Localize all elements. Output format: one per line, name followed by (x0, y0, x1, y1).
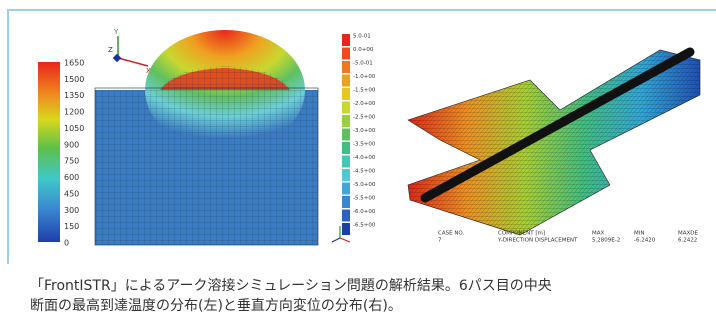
legend-label: -6.0+00 (353, 209, 376, 215)
legend-swatch (342, 115, 350, 127)
info-heading: MAX (592, 231, 605, 237)
legend-label: -6.5+00 (353, 223, 376, 229)
displacement-plate (408, 50, 700, 235)
axis-triad (113, 36, 148, 66)
colorbar-label: 900 (64, 140, 79, 149)
legend-swatch (342, 88, 350, 100)
legend-label: -2.0+00 (353, 101, 376, 107)
info-heading: MAXDE (678, 231, 699, 237)
colorbar-label: 450 (64, 189, 79, 198)
figure: Y Z X 1650150013501200105090075060045030… (0, 0, 716, 331)
legend-label: -5.5+00 (353, 196, 376, 202)
legend-label: -2.5+00 (353, 115, 376, 121)
caption-line: 「FrontISTR」によるアーク溶接シミュレーション問題の解析結果。6パス目の… (30, 275, 552, 295)
legend-swatch (342, 169, 350, 181)
info-value: 5.2809E-2 (592, 238, 620, 244)
colorbar-label: 150 (64, 222, 79, 231)
caption-line: 断面の最高到達温度の分布(左)と垂直方向変位の分布(右)。 (30, 295, 402, 315)
colorbar-label: 1050 (64, 124, 84, 133)
info-value: -6.2420 (634, 238, 656, 244)
axis-label: Y (113, 28, 119, 36)
legend-swatch (342, 34, 350, 46)
colorbar-label: 600 (64, 173, 79, 182)
legend-swatch (342, 223, 350, 235)
info-value: Y-DIRECTION DISPLACEMENT (497, 238, 578, 244)
legend-label: -5.0+00 (353, 182, 376, 188)
colorbar (38, 62, 60, 242)
info-heading: COMPONENT [m] (498, 231, 545, 237)
legend-label: -3.5+00 (353, 142, 376, 148)
legend-label: -4.5+00 (353, 169, 376, 175)
colorbar-label: 1350 (64, 91, 84, 100)
legend-swatch (342, 210, 350, 222)
legend-swatch (342, 61, 350, 73)
legend-label: -5.0-01 (353, 61, 373, 67)
legend-swatch (342, 102, 350, 114)
info-value: 7 (438, 238, 442, 244)
legend-label: -1.0+00 (353, 74, 376, 80)
colorbar-label: 1500 (64, 75, 84, 84)
legend-label: 0.0+00 (353, 47, 374, 53)
colorbar-label: 0 (64, 239, 69, 248)
legend-swatch (342, 196, 350, 208)
colorbar-label: 1200 (64, 108, 84, 117)
legend-label: -4.0+00 (353, 155, 376, 161)
info-value: 6.2422 (678, 238, 697, 244)
legend-label: 5.0-01 (353, 34, 371, 40)
legend-swatch (342, 156, 350, 168)
legend-swatch (342, 75, 350, 87)
legend-label: -1.5+00 (353, 88, 376, 94)
legend-swatch (342, 129, 350, 141)
legend-swatch (342, 48, 350, 60)
colorbar-label: 750 (64, 157, 79, 166)
temperature-section (95, 30, 318, 245)
colorbar-label: 300 (64, 206, 79, 215)
axis-label: Z (108, 46, 113, 54)
info-heading: CASE NO. (438, 231, 465, 237)
info-heading: MIN (634, 231, 644, 237)
legend-swatch (342, 183, 350, 195)
legend-label: -3.0+00 (353, 128, 376, 134)
colorbar-label: 1650 (64, 59, 84, 68)
legend-swatch (342, 142, 350, 154)
